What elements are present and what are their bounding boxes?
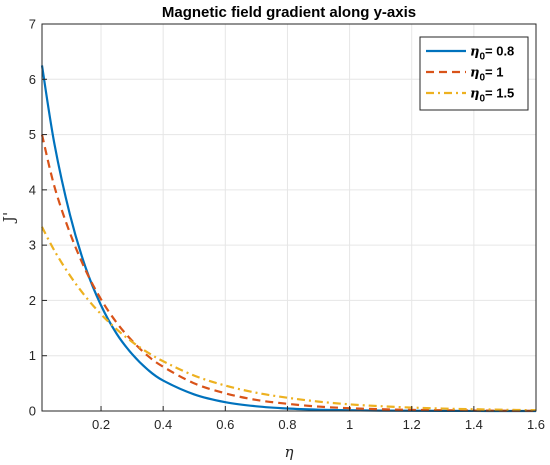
y-tick-label: 7	[29, 17, 36, 32]
y-tick-label: 5	[29, 127, 36, 142]
x-tick-label: 1.2	[403, 417, 421, 432]
y-tick-label: 6	[29, 72, 36, 87]
axes-box	[41, 23, 537, 412]
x-tick-label: 0.8	[278, 417, 296, 432]
x-axis-label: η	[285, 443, 294, 461]
legend-label-2: η0= 1	[470, 65, 503, 84]
x-tick-label: 0.2	[92, 417, 110, 432]
x-tick-label: 0.4	[154, 417, 172, 432]
y-tick-label: 3	[29, 238, 36, 253]
y-tick-label: 1	[29, 348, 36, 363]
x-tick-label: 0.6	[216, 417, 234, 432]
legend-label-3: η0= 1.5	[470, 86, 514, 105]
axis-ticks: 0.2 0.4 0.6 0.8 1 1.2 1.4 1.6 0 1 2 3 4 5 6 7	[29, 17, 545, 433]
legend-box	[419, 36, 529, 111]
x-tick-label: 1.4	[465, 417, 483, 432]
y-tick-label: 0	[29, 404, 36, 419]
x-tick-label: 1.6	[527, 417, 545, 432]
y-tick-label: 2	[29, 293, 36, 308]
chart-title: Magnetic field gradient along y-axis	[162, 4, 416, 21]
legend: η0= 0.8 η0= 1 η0= 1.5	[419, 36, 529, 111]
y-axis-label: J'	[0, 212, 18, 224]
legend-label-1: η0= 0.8	[470, 44, 514, 63]
y-tick-label: 4	[29, 182, 36, 197]
x-tick-label: 1	[346, 417, 353, 432]
